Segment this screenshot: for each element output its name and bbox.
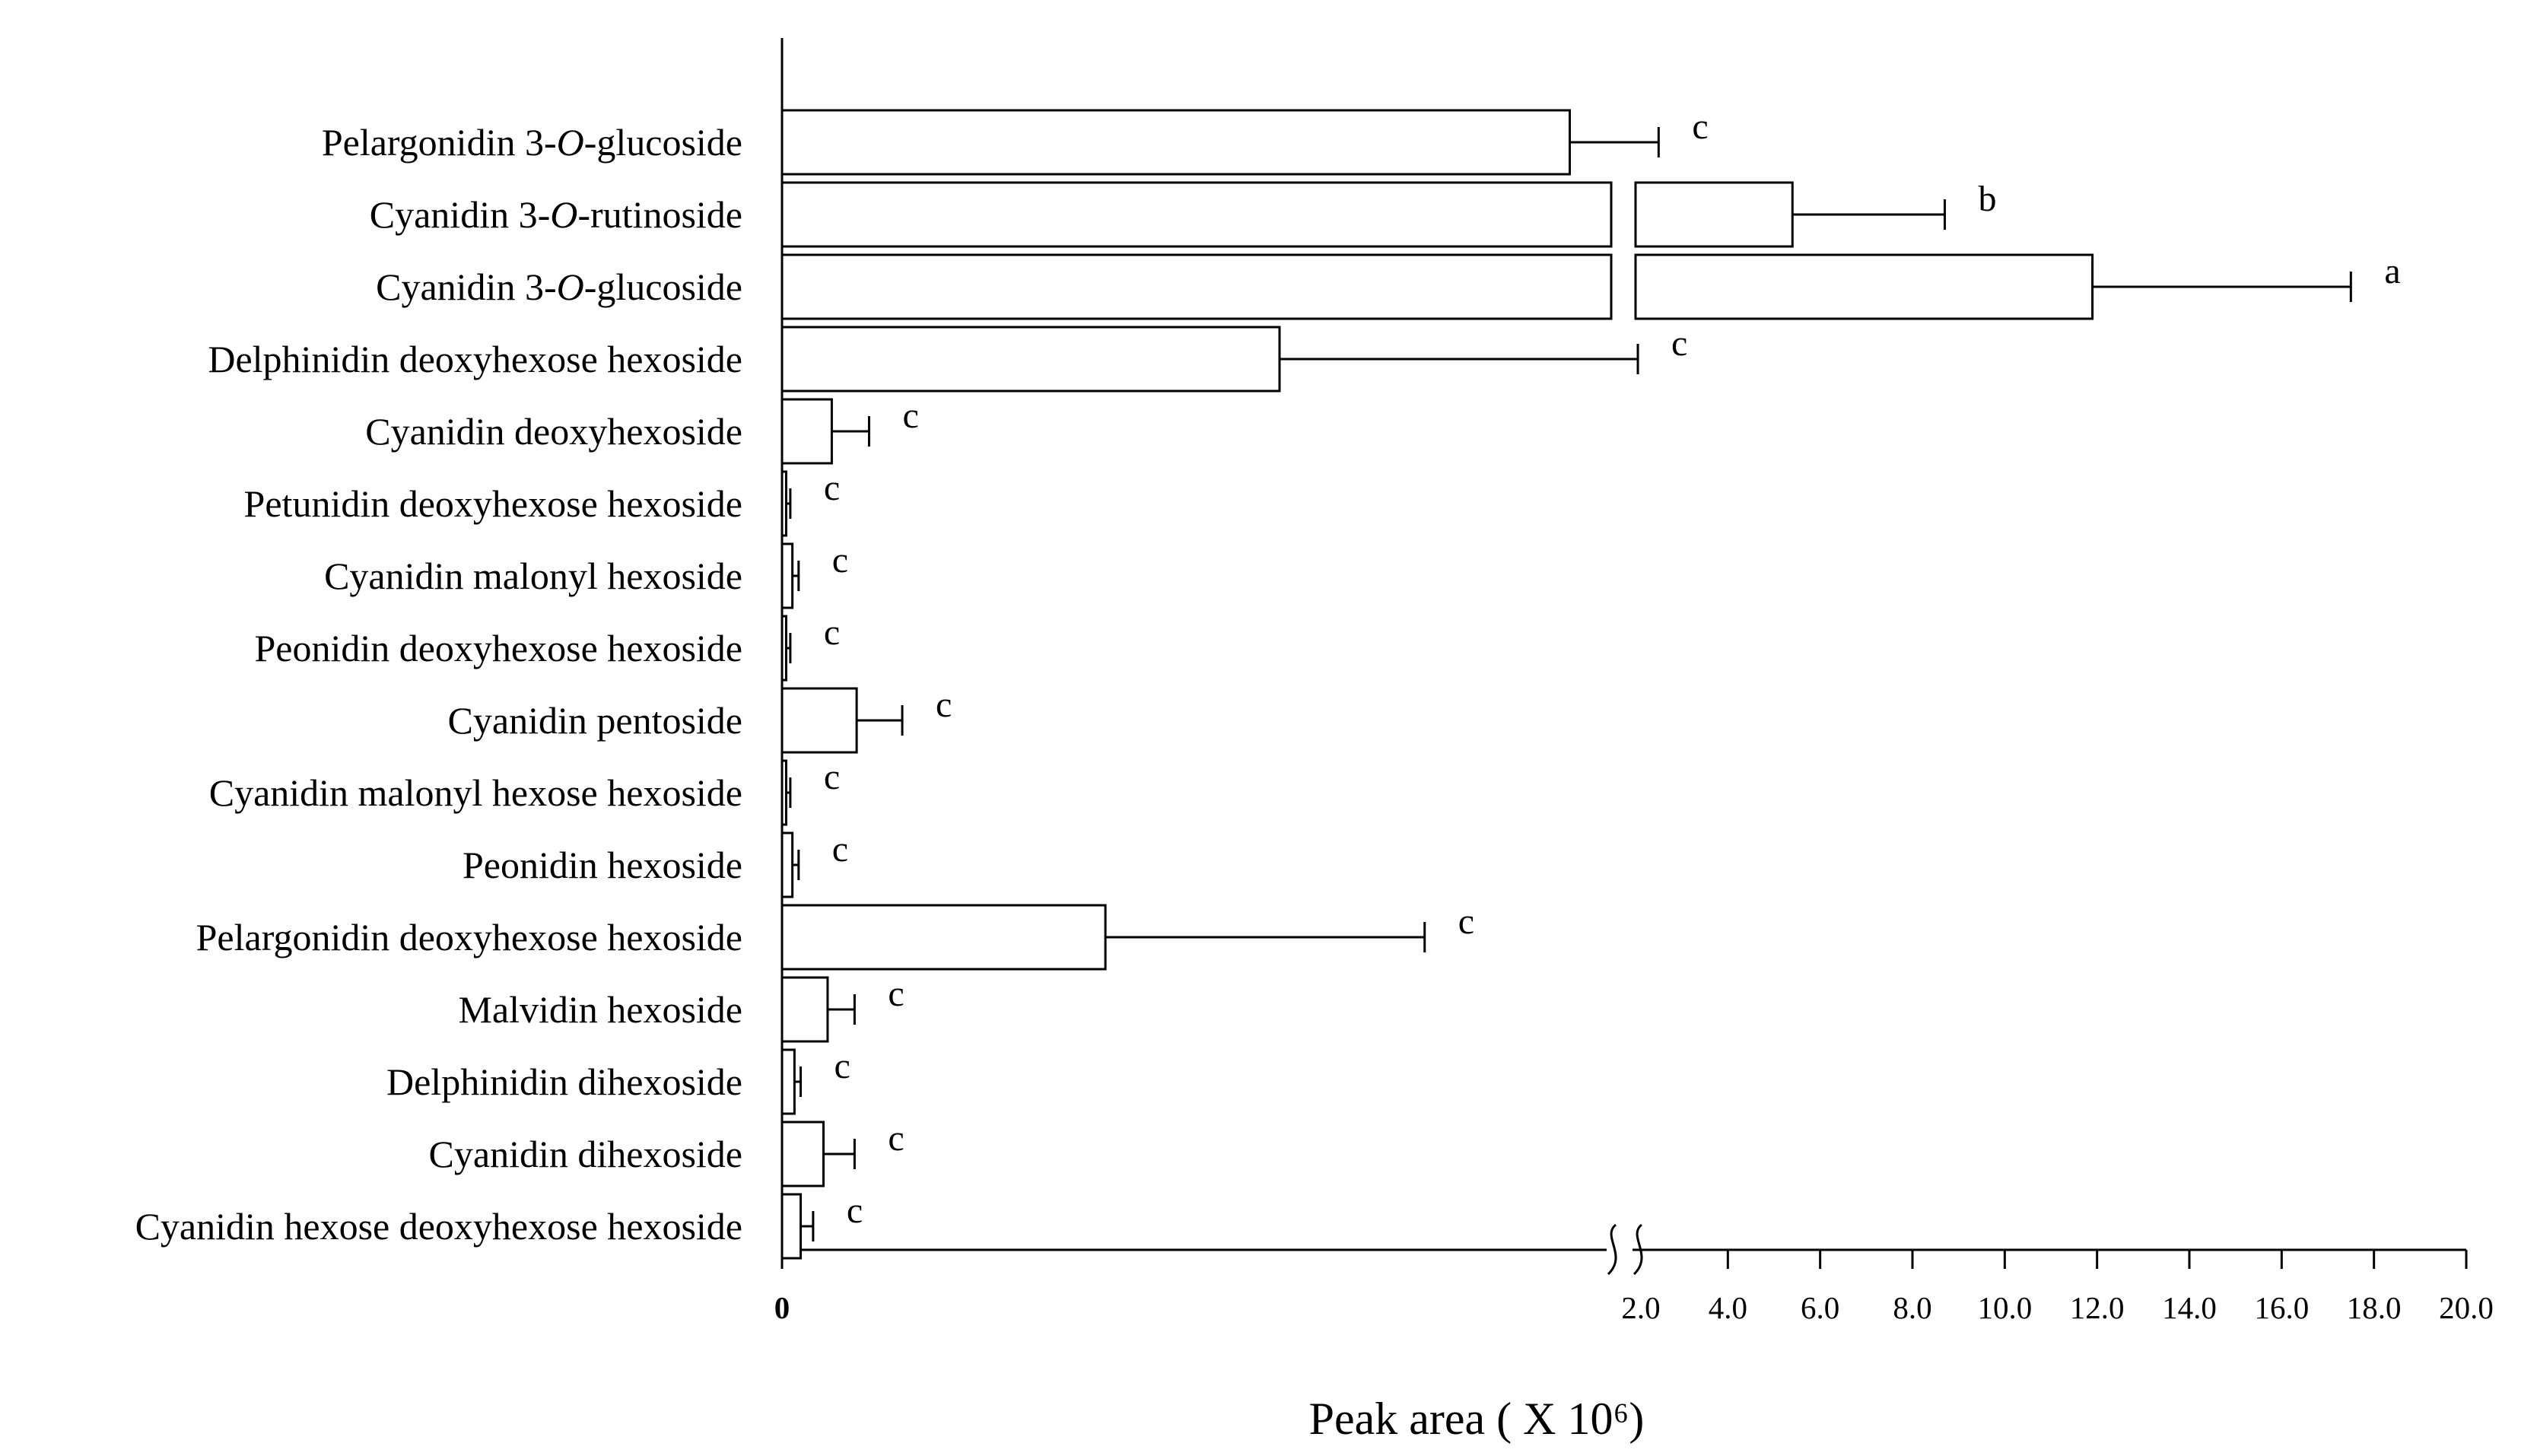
bar [780, 687, 858, 754]
bar [780, 615, 787, 682]
category-label: Malvidin hexoside [458, 988, 742, 1031]
significance-letter: c [832, 829, 848, 869]
bar [780, 470, 787, 537]
axis-break-mark [1607, 1223, 1617, 1276]
x-tick-label: 0 [774, 1290, 790, 1325]
category-label: Cyanidin dihexoside [429, 1133, 742, 1175]
category-label: Pelargonidin 3-O-glucoside [322, 121, 742, 164]
significance-letter: c [824, 757, 840, 797]
significance-letter: c [888, 974, 904, 1014]
category-label: Cyanidin malonyl hexoside [324, 555, 742, 597]
bar [780, 1048, 796, 1115]
category-label: Cyanidin malonyl hexose hexoside [209, 771, 742, 814]
x-tick-label: 10.0 [1977, 1290, 2032, 1325]
significance-letter: c [1671, 323, 1687, 364]
x-tick-label: 18.0 [2347, 1290, 2402, 1325]
significance-letter: c [835, 1046, 850, 1086]
significance-letter: c [824, 612, 840, 653]
bar [780, 904, 1107, 971]
x-tick-label: 14.0 [2162, 1290, 2217, 1325]
x-tick-label: 2.0 [1621, 1290, 1660, 1325]
category-label: Cyanidin hexose deoxyhexose hexoside [135, 1205, 742, 1248]
significance-letter: b [1978, 179, 1996, 219]
bar [780, 109, 1571, 176]
category-label: Cyanidin 3-O-rutinoside [370, 193, 742, 236]
significance-letter: a [2384, 251, 2400, 291]
significance-letter: c [847, 1191, 863, 1231]
x-tick-label: 8.0 [1893, 1290, 1931, 1325]
significance-letter: c [888, 1118, 904, 1159]
x-tick-label: 6.0 [1801, 1290, 1839, 1325]
x-tick-label: 4.0 [1709, 1290, 1747, 1325]
category-label: Delphinidin dihexoside [386, 1060, 742, 1103]
x-tick-label: 16.0 [2254, 1290, 2309, 1325]
significance-letter: c [1692, 106, 1708, 147]
category-label: Cyanidin 3-O-glucoside [376, 265, 742, 308]
bar [780, 1121, 825, 1187]
significance-letter: c [902, 396, 918, 436]
bar [780, 326, 1281, 393]
category-label: Delphinidin deoxyhexose hexoside [208, 338, 742, 380]
significance-letter: c [1458, 901, 1474, 942]
category-label: Cyanidin deoxyhexoside [365, 410, 742, 453]
bar [1634, 253, 2094, 320]
axis-break-mark [1633, 1223, 1643, 1276]
category-label: Pelargonidin deoxyhexose hexoside [196, 916, 742, 958]
x-tick-label: 20.0 [2439, 1290, 2494, 1325]
bar [780, 542, 794, 609]
category-label: Cyanidin pentoside [448, 699, 742, 742]
bar [780, 1193, 803, 1260]
bar [780, 181, 1613, 248]
category-label: Peonidin deoxyhexose hexoside [254, 627, 742, 669]
x-axis-title: Peak area ( X 10⁶) [1309, 1394, 1645, 1444]
bar [780, 831, 794, 898]
significance-letter: c [824, 468, 840, 508]
bar [1634, 181, 1794, 248]
bar [780, 976, 829, 1043]
bar [780, 759, 787, 826]
bar [780, 253, 1613, 320]
significance-letter: c [936, 685, 952, 725]
x-tick-label: 12.0 [2070, 1290, 2125, 1325]
category-label: Peonidin hexoside [463, 844, 742, 886]
category-label: Petunidin deoxyhexose hexoside [244, 482, 742, 525]
bar [780, 398, 833, 465]
significance-letter: c [832, 540, 848, 580]
